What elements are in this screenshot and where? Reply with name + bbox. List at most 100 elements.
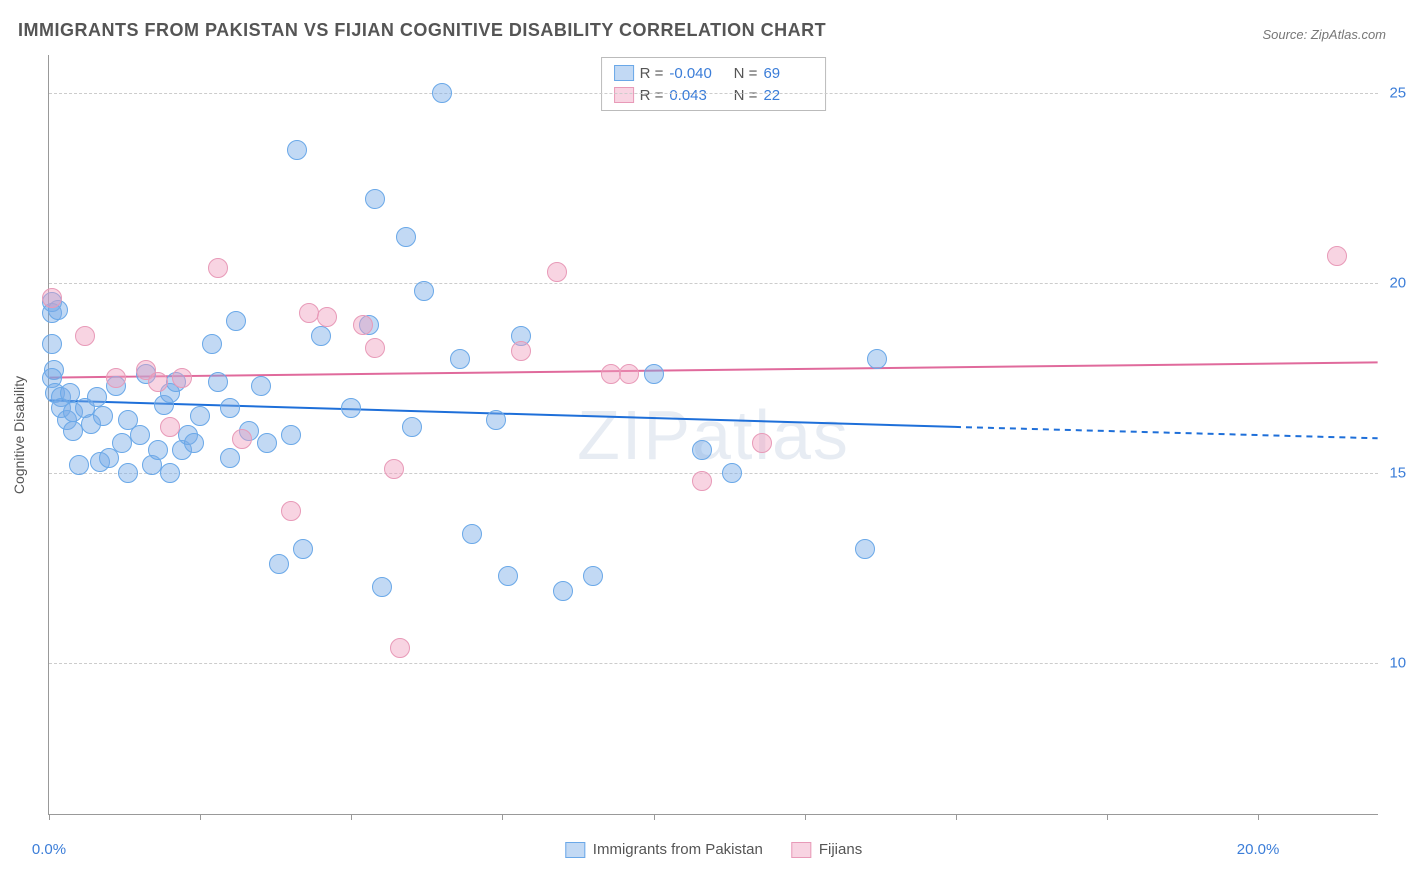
legend-row: R = 0.043 N = 22 [614, 84, 814, 106]
scatter-point [692, 471, 712, 491]
x-tick [654, 814, 655, 820]
scatter-point [1327, 246, 1347, 266]
scatter-point [867, 349, 887, 369]
scatter-point [118, 463, 138, 483]
scatter-point [148, 372, 168, 392]
scatter-point [601, 364, 621, 384]
scatter-point [341, 398, 361, 418]
legend-box: R = -0.040 N = 69R = 0.043 N = 22 [601, 57, 827, 111]
scatter-point [511, 341, 531, 361]
bottom-legend-item: Fijians [791, 841, 862, 858]
plot-area: Cognitive Disability ZIPatlas R = -0.040… [48, 55, 1378, 815]
gridline [49, 93, 1378, 94]
scatter-point [42, 334, 62, 354]
legend-n-value: 22 [763, 87, 813, 104]
bottom-legend: Immigrants from Pakistan Fijians [565, 841, 862, 858]
y-tick-label: 20.0% [1382, 275, 1406, 292]
scatter-point [112, 433, 132, 453]
bottom-legend-item: Immigrants from Pakistan [565, 841, 763, 858]
legend-label: Fijians [819, 841, 862, 858]
scatter-point [269, 554, 289, 574]
scatter-point [160, 417, 180, 437]
scatter-point [372, 577, 392, 597]
scatter-point [93, 406, 113, 426]
scatter-point [106, 368, 126, 388]
legend-swatch [791, 842, 811, 858]
scatter-point [390, 638, 410, 658]
y-tick-label: 25.0% [1382, 85, 1406, 102]
scatter-point [287, 140, 307, 160]
scatter-point [619, 364, 639, 384]
scatter-point [60, 383, 80, 403]
scatter-point [396, 227, 416, 247]
scatter-point [208, 372, 228, 392]
scatter-point [547, 262, 567, 282]
scatter-point [486, 410, 506, 430]
gridline [49, 663, 1378, 664]
legend-r-value: 0.043 [669, 87, 719, 104]
scatter-point [69, 455, 89, 475]
scatter-point [498, 566, 518, 586]
scatter-point [752, 433, 772, 453]
x-tick-label: 20.0% [1237, 841, 1280, 858]
scatter-point [190, 406, 210, 426]
scatter-point [365, 338, 385, 358]
scatter-point [311, 326, 331, 346]
x-tick [200, 814, 201, 820]
scatter-point [226, 311, 246, 331]
scatter-point [553, 581, 573, 601]
scatter-point [692, 440, 712, 460]
legend-row: R = -0.040 N = 69 [614, 62, 814, 84]
legend-n-label: N = [725, 65, 757, 82]
gridline [49, 473, 1378, 474]
scatter-point [644, 364, 664, 384]
y-tick-label: 10.0% [1382, 655, 1406, 672]
legend-swatch [614, 87, 634, 103]
scatter-point [208, 258, 228, 278]
scatter-point [299, 303, 319, 323]
x-tick [1258, 814, 1259, 820]
legend-r-label: R = [640, 65, 664, 82]
scatter-point [293, 539, 313, 559]
scatter-point [432, 83, 452, 103]
scatter-point [384, 459, 404, 479]
legend-swatch [614, 65, 634, 81]
legend-swatch [565, 842, 585, 858]
source-label: Source: ZipAtlas.com [1262, 27, 1386, 42]
scatter-point [462, 524, 482, 544]
scatter-point [63, 421, 83, 441]
scatter-point [353, 315, 373, 335]
scatter-point [172, 368, 192, 388]
x-tick [502, 814, 503, 820]
scatter-point [148, 440, 168, 460]
scatter-point [414, 281, 434, 301]
scatter-point [402, 417, 422, 437]
trend-line [49, 362, 1377, 377]
scatter-point [317, 307, 337, 327]
scatter-point [220, 398, 240, 418]
legend-r-value: -0.040 [669, 65, 719, 82]
scatter-point [251, 376, 271, 396]
scatter-point [855, 539, 875, 559]
x-tick-label: 0.0% [32, 841, 66, 858]
x-tick [956, 814, 957, 820]
legend-r-label: R = [640, 87, 664, 104]
scatter-point [281, 501, 301, 521]
x-tick [805, 814, 806, 820]
scatter-point [722, 463, 742, 483]
scatter-point [281, 425, 301, 445]
gridline [49, 283, 1378, 284]
scatter-point [220, 448, 240, 468]
trend-line-extrapolated [955, 427, 1378, 438]
scatter-point [583, 566, 603, 586]
y-tick-label: 15.0% [1382, 465, 1406, 482]
scatter-point [160, 463, 180, 483]
x-tick [1107, 814, 1108, 820]
scatter-point [184, 433, 204, 453]
scatter-point [87, 387, 107, 407]
chart-title: IMMIGRANTS FROM PAKISTAN VS FIJIAN COGNI… [18, 20, 826, 41]
legend-n-label: N = [725, 87, 757, 104]
scatter-point [75, 326, 95, 346]
legend-label: Immigrants from Pakistan [593, 841, 763, 858]
scatter-point [450, 349, 470, 369]
